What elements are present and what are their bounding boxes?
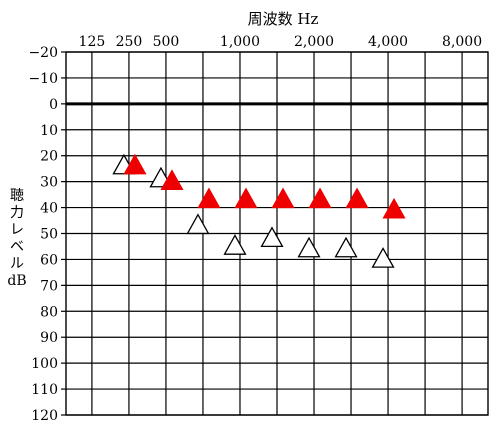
x-tick-label: 125	[79, 34, 106, 50]
y-tick-label: 70	[40, 278, 58, 294]
y-tick-label: 10	[40, 123, 58, 139]
y-tick-label: 90	[40, 330, 58, 346]
filled-triangle-marker	[234, 187, 258, 209]
y-tick-label: 120	[31, 408, 58, 424]
open-triangle-marker	[297, 236, 321, 258]
chart-title: 周波数 Hz	[248, 10, 319, 28]
open-triangle-marker	[334, 236, 358, 258]
y-tick-label: 40	[40, 201, 58, 217]
x-tick-label: 8,000	[442, 34, 482, 50]
data-markers	[112, 153, 406, 268]
y-axis-label-char: 聴	[10, 188, 24, 204]
filled-triangle-marker	[308, 187, 332, 209]
x-tick-label: 1,000	[220, 34, 260, 50]
filled-triangle-marker	[382, 197, 406, 219]
y-tick-label: 0	[49, 97, 58, 113]
y-axis-label-char: dB	[7, 273, 26, 289]
filled-triangle-marker	[197, 187, 221, 209]
y-tick-label: 80	[40, 304, 58, 320]
y-axis-label-char: レ	[10, 222, 24, 238]
x-tick-label: 4,000	[368, 34, 408, 50]
y-tick-label: 30	[40, 175, 58, 191]
y-tick-label: −10	[28, 71, 58, 87]
filled-triangle-marker	[345, 187, 369, 209]
y-tick-label: 20	[40, 149, 58, 165]
y-tick-label: −20	[28, 45, 58, 61]
filled-triangle-marker	[123, 153, 147, 175]
filled-triangle-marker	[160, 169, 184, 190]
y-tick-label: 50	[40, 227, 58, 243]
filled-triangle-marker	[271, 187, 295, 209]
y-tick-label: 110	[31, 382, 58, 398]
x-tick-label: 2,000	[294, 34, 334, 50]
y-tick-labels: −20 −10 0 10 20 30 40 50 60 70 80 90 100 110 120	[28, 45, 58, 424]
open-triangle-marker	[186, 213, 210, 235]
y-tick-label: 100	[31, 356, 58, 372]
open-triangle-marker	[371, 247, 395, 268]
y-axis-label-char: 力	[10, 205, 24, 221]
x-tick-label: 250	[116, 34, 143, 50]
x-tick-label: 500	[153, 34, 180, 50]
open-triangle-marker	[260, 226, 284, 248]
y-axis-label-char: ル	[10, 256, 24, 272]
x-tick-labels: 125 250 500 1,000 2,000 4,000 8,000	[79, 34, 483, 50]
open-triangle-marker	[223, 234, 247, 255]
y-axis-label-char: ベ	[10, 239, 24, 255]
y-tick-label: 60	[40, 252, 58, 268]
